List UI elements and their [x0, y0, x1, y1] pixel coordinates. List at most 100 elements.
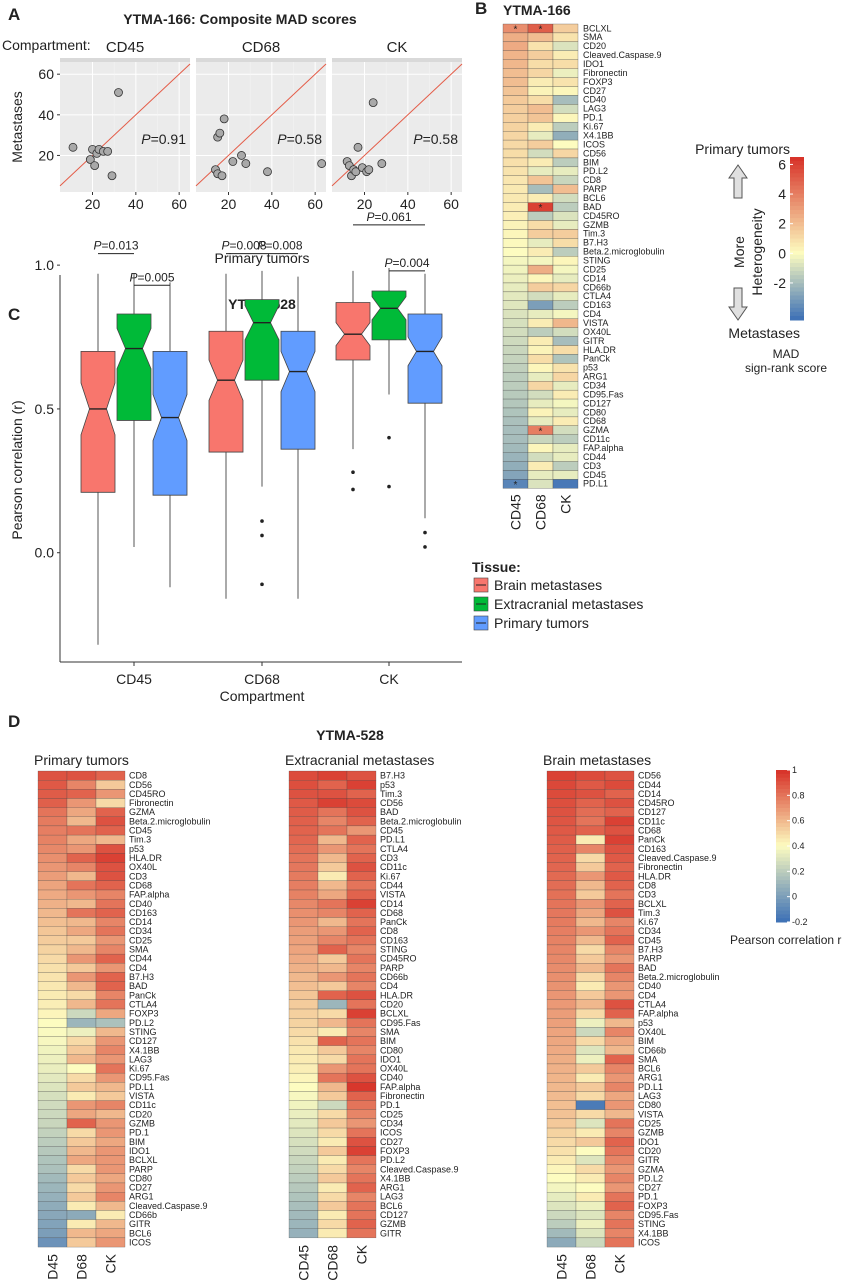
heat-cell: [527, 381, 554, 391]
heat-cell: [527, 131, 554, 141]
heat-cell: [575, 1237, 606, 1248]
heat-cell: [346, 1173, 377, 1184]
heat-cell: [288, 944, 319, 955]
row-label-foxp3: FOXP3: [583, 77, 613, 87]
heat-cell: [288, 880, 319, 891]
heat-cell: [604, 1210, 635, 1220]
row-label-cd40: CD40: [638, 981, 661, 991]
heat-cell: [288, 963, 319, 973]
row-label-cd45ro: CD45RO: [583, 211, 620, 221]
heat-cell: [575, 926, 606, 936]
row-label-sma: SMA: [638, 1054, 658, 1064]
heat-cell: [604, 981, 635, 991]
row-label-cd95.fas: CD95.Fas: [583, 389, 624, 399]
row-label-cd4: CD4: [380, 981, 398, 991]
heat-cell: [502, 470, 529, 480]
heat-cell: [66, 1210, 97, 1220]
heat-cell: [552, 131, 579, 141]
heat-cell: [575, 1036, 606, 1046]
heat-cell: [346, 862, 377, 872]
heat-cell: [317, 1210, 348, 1220]
row-label-fibronectin: Fibronectin: [129, 798, 174, 808]
row-label-cd68: CD68: [380, 908, 403, 918]
row-label-sma: SMA: [129, 945, 149, 955]
heat-cell: [317, 963, 348, 973]
comparison-pvalue: P=0.013: [93, 239, 138, 253]
heat-cell: [66, 899, 97, 909]
colorbar-segment: [776, 842, 790, 847]
row-label-cd66b: CD66b: [129, 1210, 157, 1220]
heat-cell: [604, 917, 635, 927]
pvalue-ck: P=0.58: [413, 131, 458, 147]
row-label-gzmb: GZMB: [380, 1219, 406, 1229]
x-tick-label: 40: [128, 196, 144, 212]
heat-cell: [317, 953, 348, 964]
heat-cell: [552, 59, 579, 69]
heat-cell: [37, 1109, 68, 1120]
heat-cell: [546, 1228, 577, 1239]
heat-cell: [552, 336, 579, 346]
heat-cell: [546, 1173, 577, 1184]
heat-cell: [95, 1082, 126, 1092]
row-label-bad: BAD: [129, 981, 148, 991]
row-label-cd3: CD3: [638, 890, 656, 900]
colorbar-segment: [776, 773, 790, 779]
colorbar-segment: [776, 849, 790, 855]
row-label-beta.2.microglobulin: Beta.2.microglobulin: [129, 816, 211, 826]
row-label-cd27: CD27: [380, 1137, 403, 1147]
heat-cell: [317, 899, 348, 909]
row-label-ox40l: OX40L: [380, 1064, 408, 1074]
row-label-bim: BIM: [583, 157, 599, 167]
heat-cell: [546, 981, 577, 991]
row-label-cd127: CD127: [638, 807, 666, 817]
panel-letter-d: D: [8, 712, 20, 731]
panel-a-title: YTMA-166: Composite MAD scores: [123, 11, 357, 27]
x-tick-label: 60: [171, 196, 187, 212]
heat-cell: [552, 291, 579, 301]
heat-cell: [346, 853, 377, 863]
heat-cell: [317, 1164, 348, 1174]
row-label-cd44: CD44: [380, 880, 403, 890]
heat-cell: [317, 807, 348, 817]
heat-cell: [66, 834, 97, 845]
colorbar-tick-label: 1: [792, 765, 797, 775]
row-label-p53: p53: [380, 780, 395, 790]
row-label-vista: VISTA: [583, 318, 608, 328]
heat-cell: [346, 917, 377, 927]
facet-title-cd45: CD45: [106, 39, 144, 56]
heat-cell: [66, 1045, 97, 1055]
heat-cell: [95, 908, 126, 918]
heat-cell: [346, 990, 377, 1000]
heat-cell: [317, 972, 348, 982]
row-label-icos: ICOS: [129, 1238, 151, 1248]
compartment-label: Compartment:: [2, 37, 91, 53]
heat-cell: [66, 1137, 97, 1147]
colorbar-tick-label: -0.2: [792, 917, 808, 927]
heat-cell: [66, 862, 97, 872]
heat-cell: [604, 1127, 635, 1138]
heat-cell: [288, 1155, 319, 1165]
heat-cell: [604, 1137, 635, 1147]
significance-star: *: [539, 426, 543, 437]
heat-cell: [346, 1118, 377, 1129]
panel-letter-a: A: [8, 5, 20, 24]
heat-cell: [317, 1109, 348, 1120]
heat-cell: [288, 1127, 319, 1138]
colorbar-segment: [776, 872, 790, 877]
row-label-cd80: CD80: [129, 1173, 152, 1183]
heat-cell: [502, 202, 529, 212]
heat-cell: [604, 1045, 635, 1055]
row-label-sting: STING: [380, 945, 408, 955]
comparison-pvalue: P=0.004: [384, 256, 429, 270]
row-label-cd34: CD34: [638, 926, 661, 936]
heat-cell: [288, 908, 319, 918]
col-label-ck: CK: [103, 1253, 119, 1273]
heat-cell: [37, 963, 68, 973]
row-label-p53: p53: [638, 1018, 653, 1028]
row-label-cleaved.caspase.9: Cleaved.Caspase.9: [380, 1164, 459, 1174]
heat-cell: [288, 1109, 319, 1120]
heat-cell: [37, 1036, 68, 1046]
heat-cell: [346, 1063, 377, 1074]
row-label-bcl6: BCL6: [583, 193, 606, 203]
heat-cell: [346, 807, 377, 817]
